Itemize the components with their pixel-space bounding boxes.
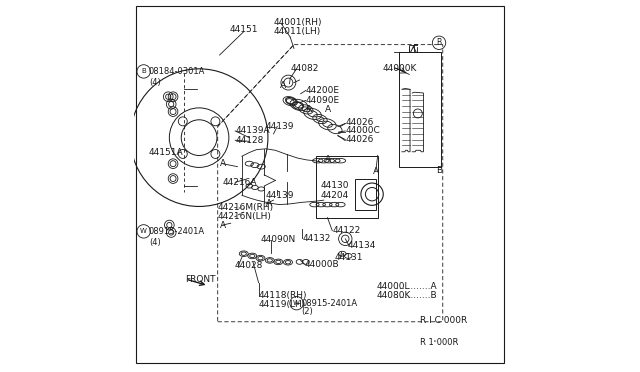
Text: 08915-2401A: 08915-2401A <box>301 299 358 308</box>
Text: 44200E: 44200E <box>306 86 340 95</box>
Text: 44134: 44134 <box>348 241 376 250</box>
Text: 44132: 44132 <box>302 234 330 243</box>
Text: 44000K: 44000K <box>383 64 417 73</box>
Text: 44090E: 44090E <box>306 96 340 105</box>
Text: 44204: 44204 <box>321 191 349 200</box>
Text: B: B <box>436 166 442 174</box>
Text: 44151: 44151 <box>230 25 258 34</box>
Bar <box>316 156 378 218</box>
Text: A: A <box>306 105 312 114</box>
Text: 44028: 44028 <box>234 262 263 270</box>
Text: 44080K: 44080K <box>376 291 411 300</box>
Text: 44128: 44128 <box>235 136 264 145</box>
Text: 44139: 44139 <box>266 191 294 200</box>
Text: 44011(LH): 44011(LH) <box>273 27 321 36</box>
Text: A: A <box>220 159 225 168</box>
Text: A: A <box>325 155 332 164</box>
Text: 44131: 44131 <box>335 253 364 262</box>
Bar <box>355 179 376 210</box>
Text: (4): (4) <box>149 238 161 247</box>
Text: B: B <box>141 68 146 74</box>
Text: 44090N: 44090N <box>260 235 296 244</box>
Text: A: A <box>280 81 286 90</box>
Text: 44216A: 44216A <box>223 178 257 187</box>
Text: A: A <box>325 105 332 114</box>
Text: 44122: 44122 <box>332 226 360 235</box>
Text: ............B: ............B <box>396 291 437 300</box>
Text: 08184-0301A: 08184-0301A <box>149 67 205 76</box>
Text: W: W <box>140 228 147 234</box>
Text: 44001(RH): 44001(RH) <box>273 18 322 27</box>
Text: 44119(LH): 44119(LH) <box>259 300 306 309</box>
Text: (2): (2) <box>301 307 313 316</box>
Text: 44026: 44026 <box>346 118 374 126</box>
Text: 44139A: 44139A <box>235 126 270 135</box>
Text: 44151A: 44151A <box>149 148 184 157</box>
Text: 44216N(LH): 44216N(LH) <box>218 212 271 221</box>
Text: ............A: ............A <box>396 282 437 291</box>
Text: 44139: 44139 <box>266 122 294 131</box>
Text: 44118(RH): 44118(RH) <box>259 291 307 300</box>
Text: A: A <box>220 221 225 230</box>
Text: 44000L: 44000L <box>376 282 410 291</box>
Text: 44026: 44026 <box>346 135 374 144</box>
Text: (4): (4) <box>149 78 161 87</box>
Text: R I C 000R: R I C 000R <box>420 316 468 325</box>
Bar <box>399 52 440 167</box>
Text: B: B <box>436 38 442 47</box>
Text: 44000C: 44000C <box>346 126 380 135</box>
Text: 44082: 44082 <box>291 64 319 73</box>
Text: 44216M(RH): 44216M(RH) <box>218 203 274 212</box>
Text: FRONT: FRONT <box>186 275 216 284</box>
Text: 44130: 44130 <box>321 182 349 190</box>
Text: 44000B: 44000B <box>305 260 339 269</box>
Text: W: W <box>293 300 300 306</box>
Text: A: A <box>372 167 379 176</box>
Text: A: A <box>266 199 272 208</box>
Text: R 1ᶜ000R: R 1ᶜ000R <box>420 338 459 347</box>
Text: 08915-2401A: 08915-2401A <box>149 227 205 236</box>
